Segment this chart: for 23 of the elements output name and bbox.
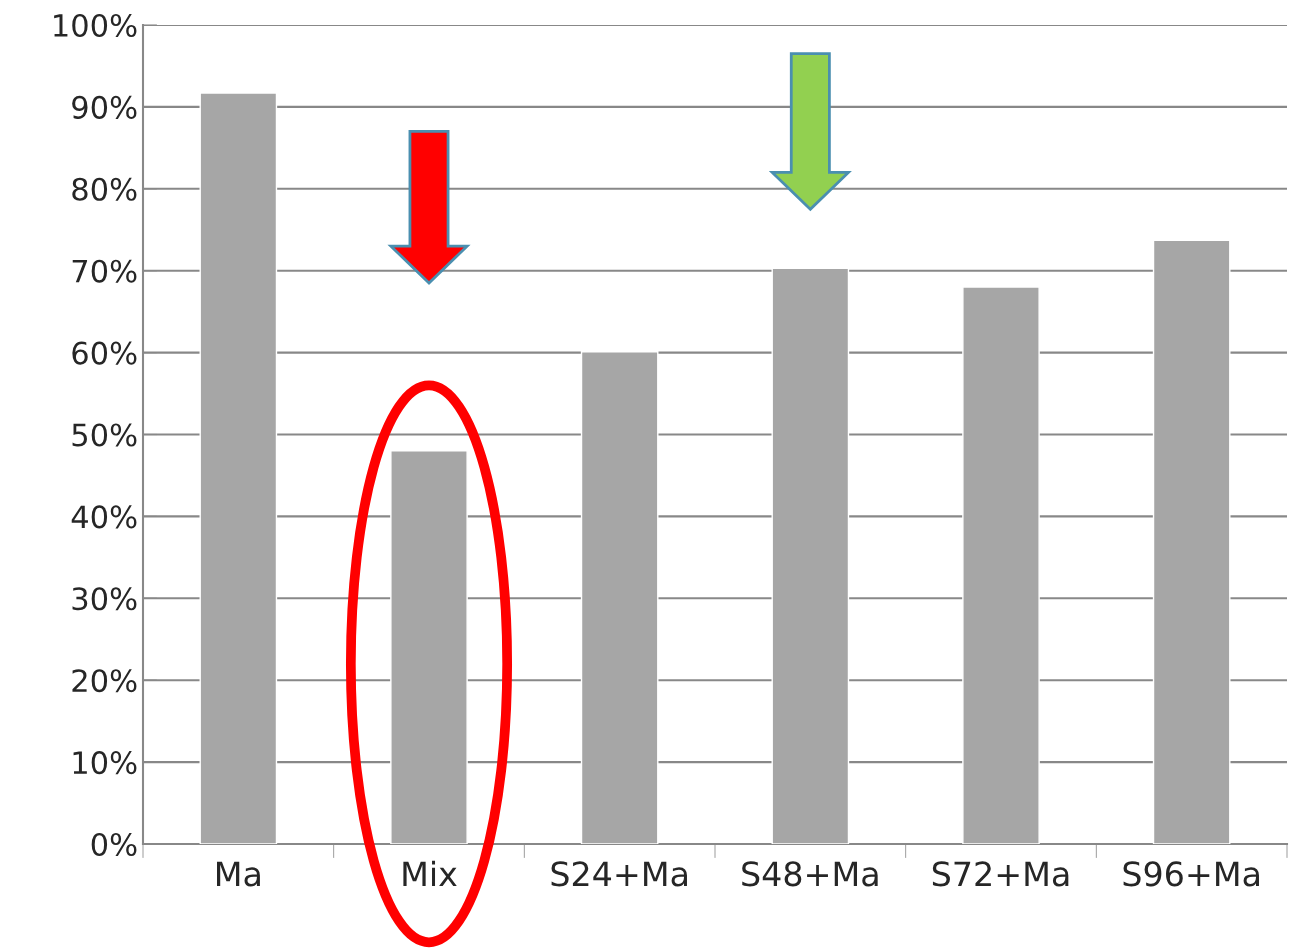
bar (1152, 239, 1231, 844)
y-tick-label: 30% (72, 587, 137, 611)
x-tick-label: Ma (217, 861, 260, 887)
y-tick-label: 40% (71, 505, 137, 529)
bar (580, 351, 659, 844)
bar (962, 286, 1040, 844)
y-tick-label: 0% (91, 832, 137, 857)
x-tick-label: S48+Ma (742, 861, 878, 887)
x-tick-label: S24+Ma (551, 861, 687, 887)
y-tick-label: 70% (72, 259, 137, 283)
y-tick-label: 80% (72, 177, 137, 201)
x-tick-label: Mix (403, 860, 457, 886)
y-tick-label: 20% (72, 669, 137, 693)
y-tick-label: 90% (72, 95, 137, 119)
x-tick-label: S96+Ma (1123, 861, 1259, 887)
y-tick-label: 100% (54, 13, 137, 38)
x-tick-label: S72+Ma (932, 861, 1069, 887)
bar (199, 92, 278, 844)
y-tick-label: 10% (73, 751, 137, 775)
y-tick-label: 60% (72, 341, 137, 365)
bar (771, 267, 850, 844)
y-tick-label: 50% (72, 423, 137, 447)
bar (390, 450, 468, 844)
